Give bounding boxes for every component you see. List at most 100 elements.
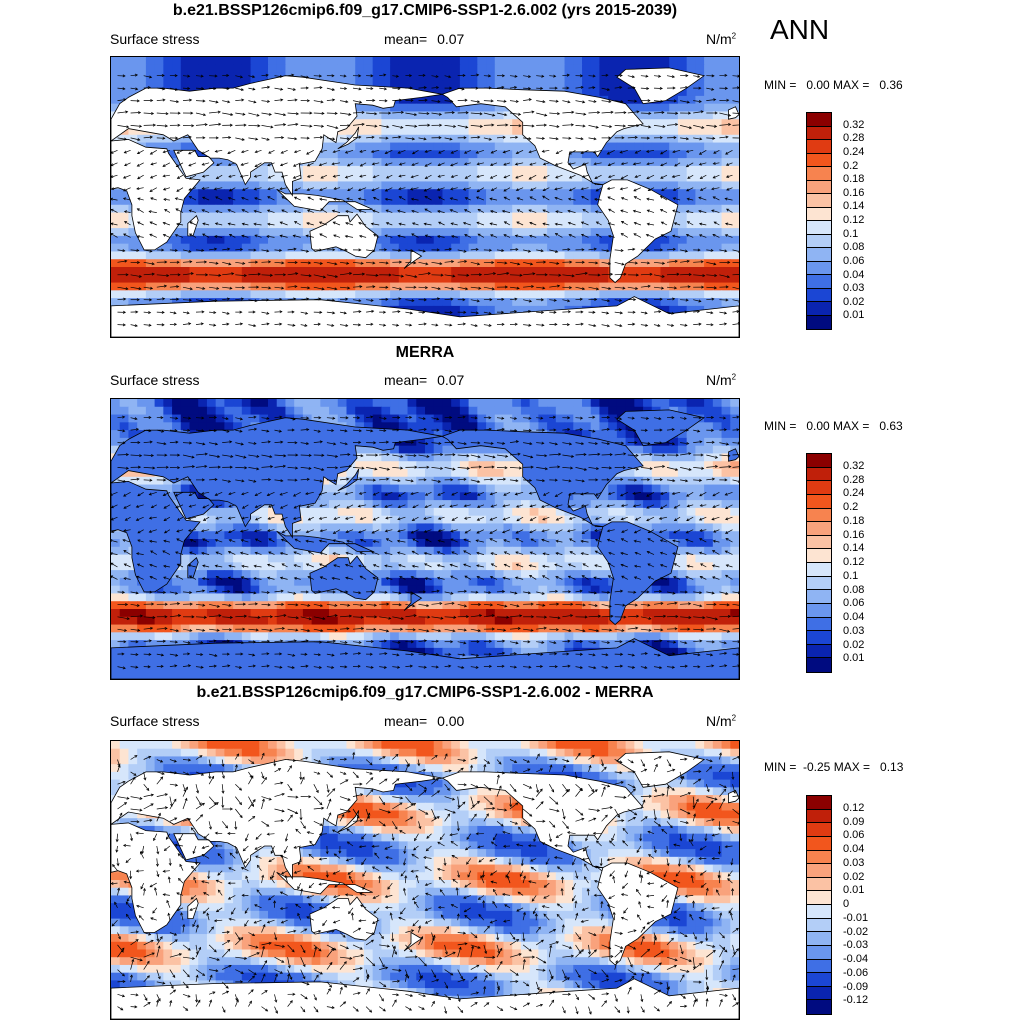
colorbar-swatch [807,631,831,645]
colorbar-swatch [807,549,831,563]
colorbar-swatch [807,454,831,468]
colorbar-swatch [807,234,831,248]
colorbar-tick-label: 0.14 [843,200,865,213]
panel-title: b.e21.BSSP126cmip6.f09_g17.CMIP6-SSP1-2.… [172,2,678,19]
panel-title: b.e21.BSSP126cmip6.f09_g17.CMIP6-SSP1-2.… [196,684,654,701]
colorbar-tick-label: 0.12 [843,214,865,226]
colorbar [806,453,832,673]
colorbar-swatch [807,959,831,974]
colorbar-swatch [807,261,831,275]
colorbar-swatch [807,850,831,865]
colorbar-tick-label: -0.12 [843,994,869,1007]
stress-vectors [111,751,739,1015]
colorbar-swatch [807,891,831,905]
colorbar-tick-label: 0 [843,898,850,910]
colorbar-tick-label: -0.04 [843,953,869,965]
mean-value: 0.07 [437,372,465,388]
colorbar-tick-label: 0.1 [843,227,859,240]
colorbar-swatch [807,315,831,329]
colorbar-tick-label: 0.06 [843,597,865,610]
colorbar-tick-label: 0.2 [843,501,859,513]
map-panel [110,398,740,680]
colorbar-tick-label: 0.04 [843,611,865,623]
min-max-readout: MIN = 0.00 MAX = 0.36 [764,78,903,92]
stress-map [111,399,739,679]
variable-label: Surface stress [110,372,200,388]
colorbar-tick-label: 0.1 [843,569,859,582]
colorbar-tick-label: 0.02 [843,638,865,651]
colorbar-tick-label: 0.24 [843,145,865,158]
colorbar [806,795,832,1015]
colorbar-swatch [807,207,831,221]
panel-title: MERRA [395,344,455,361]
colorbar-swatch [807,167,831,181]
units-label: N/m2 [706,31,737,47]
min-max-readout: MIN = -0.25 MAX = 0.13 [764,760,904,774]
mean-value: 0.00 [437,713,465,729]
mean-label: mean= [384,31,428,47]
colorbar-swatch [807,864,831,878]
colorbar-swatch [807,275,831,289]
stress-map [111,57,739,337]
map-panel [110,56,740,338]
colorbar-swatch [807,508,831,523]
coastlines [111,751,739,1019]
season-label: ANN [770,14,830,45]
colorbar-tick-label: -0.01 [843,911,869,924]
colorbar-swatch [807,617,831,632]
mean-label: mean= [384,713,428,729]
colorbar-swatch [807,563,831,577]
mean-readout: mean= 0.07 [384,372,464,388]
colorbar-tick-label: 0.18 [843,173,865,186]
colorbar-swatch [807,796,831,810]
colorbar-tick-label: 0.03 [843,282,865,295]
units-label: N/m2 [706,713,737,729]
colorbar-tick-label: 0.18 [843,514,865,527]
colorbar-swatch [807,302,831,316]
stress-map [111,741,739,1019]
colorbar-swatch [807,973,831,987]
colorbar-swatch [807,288,831,302]
colorbar-tick-label: 0.12 [843,801,865,814]
colorbar-tick-label: 0.02 [843,295,865,308]
colorbar-swatch [807,905,831,919]
colorbar-swatch [807,126,831,140]
colorbar-swatch [807,180,831,194]
colorbar-swatch [807,1000,831,1014]
colorbar-tick-label: 0.09 [843,815,865,828]
colorbar-swatch [807,809,831,824]
variable-label: Surface stress [110,713,200,729]
colorbar-tick-label: 0.06 [843,254,865,267]
stress-vectors [111,415,739,670]
colorbar-swatch [807,481,831,495]
min-max-readout: MIN = 0.00 MAX = 0.63 [764,419,903,433]
colorbar-tick-label: 0.14 [843,542,865,555]
colorbar-tick-label: 0.08 [843,583,865,596]
colorbar-tick-label: -0.02 [843,925,869,938]
colorbar-swatch [807,194,831,208]
stress-vectors [111,73,739,328]
colorbar-swatch [807,113,831,127]
colorbar-swatch [807,153,831,167]
colorbar [806,112,832,330]
mean-label: mean= [384,372,428,388]
colorbar-tick-label: 0.16 [843,528,865,541]
colorbar-swatch [807,522,831,536]
colorbar-swatch [807,576,831,591]
colorbar-tick-label: 0.32 [843,118,865,131]
colorbar-tick-label: 0.02 [843,870,865,883]
colorbar-tick-label: 0.01 [843,652,865,665]
colorbar-swatch [807,823,831,837]
variable-label: Surface stress [110,31,200,47]
colorbar-swatch [807,836,831,851]
colorbar-swatch [807,877,831,892]
coastlines [111,409,739,679]
colorbar-swatch [807,644,831,659]
colorbar-swatch [807,932,831,946]
colorbar-tick-label: 0.06 [843,829,865,842]
colorbar-tick-label: 0.01 [843,884,865,897]
colorbar-tick-label: -0.06 [843,966,869,979]
colorbar-tick-label: 0.32 [843,459,865,472]
colorbar-swatch [807,590,831,604]
colorbar-tick-label: 0.28 [843,132,865,145]
